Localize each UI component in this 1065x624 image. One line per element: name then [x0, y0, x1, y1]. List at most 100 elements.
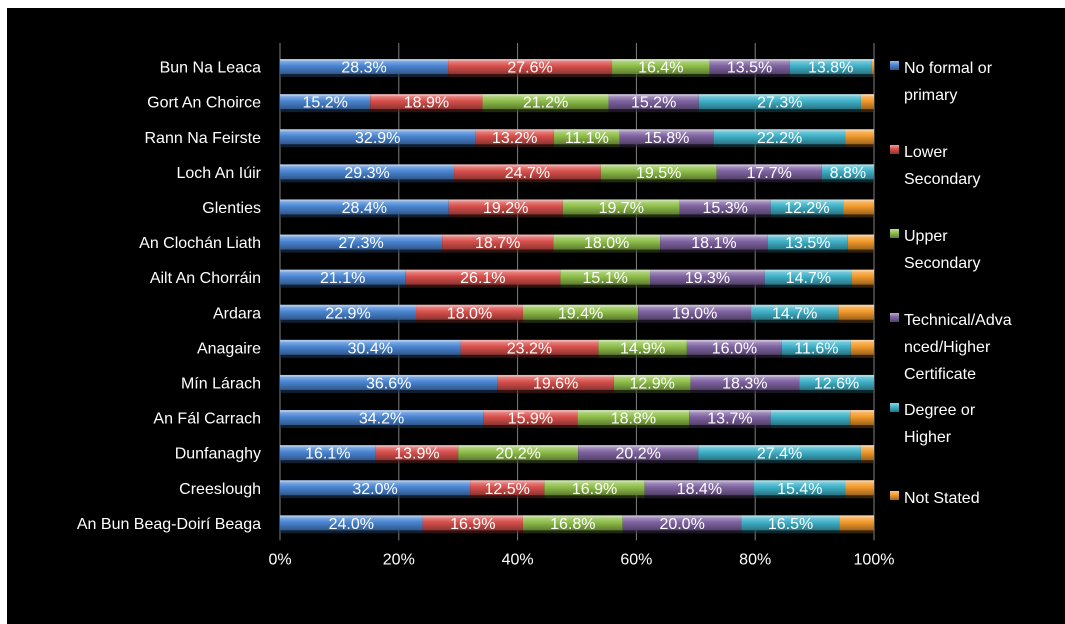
data-label: 19.4% [558, 305, 603, 322]
legend-label: Technical/Adva [904, 312, 1012, 329]
legend-label: No formal or [904, 60, 993, 77]
bar-segment-no-formal-or-primary [280, 304, 417, 323]
data-label: 18.0% [584, 235, 629, 252]
data-label: 16.9% [450, 516, 495, 533]
data-label: 19.2% [483, 200, 528, 217]
data-label: 17.7% [746, 165, 791, 182]
data-label: 27.4% [757, 446, 802, 463]
bar-segment-technical-advanced-higher-certificate [619, 129, 714, 148]
chart-area: 28.3% 27.6% 16.4% 13.5% 13.8% 15.2% 18.9% 21.2%… [7, 8, 1065, 624]
data-label: 11.6% [794, 340, 838, 357]
bar-segment-no-formal-or-primary [280, 374, 498, 393]
bar-segment-technical-advanced-higher-certificate [650, 269, 765, 288]
bar-segment-degree-or-higher [821, 164, 874, 183]
bar-segment-degree-or-higher [789, 59, 872, 78]
bar-segment-not-stated [845, 480, 874, 499]
data-label: 36.6% [366, 375, 411, 392]
page-top-strip [0, 0, 1065, 8]
data-label: 18.3% [722, 375, 767, 392]
data-label: 15.3% [703, 200, 748, 217]
data-label: 32.9% [355, 130, 400, 147]
bar-segment-no-formal-or-primary [280, 480, 471, 499]
bar-segment-degree-or-higher [713, 129, 846, 148]
bar-segment-upper-secondary [482, 94, 609, 113]
bar-segment-no-formal-or-primary [280, 269, 406, 288]
grid-lines [279, 43, 875, 541]
bar-segment-no-formal-or-primary [280, 94, 371, 113]
legend-label: primary [904, 87, 957, 104]
category-label: Mín Lárach [181, 375, 261, 392]
data-label: 14.9% [620, 340, 665, 357]
legend-label: Certificate [904, 366, 976, 383]
category-label: Creeslough [179, 481, 261, 498]
data-label: 18.1% [691, 235, 736, 252]
data-label: 15.4% [777, 481, 822, 498]
data-label: 28.4% [342, 200, 387, 217]
bar-segment-no-formal-or-primary [280, 234, 443, 253]
category-label: Bun Na Leaca [160, 60, 262, 77]
bar-segment-lower-secondary [475, 129, 554, 148]
data-label: 8.8% [830, 165, 866, 182]
data-label: 12.5% [485, 481, 530, 498]
x-tick-label: 80% [739, 551, 771, 568]
category-label: An Fál Carrach [153, 411, 261, 428]
data-label: 22.9% [325, 305, 370, 322]
bar-segment-technical-advanced-higher-certificate [689, 410, 771, 429]
category-label: Glenties [202, 200, 261, 217]
bar-segment-technical-advanced-higher-certificate [709, 59, 790, 78]
legend-label: Secondary [904, 255, 981, 272]
bar-segment-lower-secondary [497, 374, 614, 393]
legend: No formal or primary Lower Secondary Upper Se… [890, 60, 1012, 507]
bar-segment-lower-secondary [470, 480, 545, 499]
bar-segment-lower-secondary [460, 339, 599, 358]
bar-segment-degree-or-higher [770, 199, 844, 218]
bar-segment-upper-secondary [613, 374, 691, 393]
legend-item-degree-or-higher: Degree or Higher [890, 402, 976, 446]
bar-segment-not-stated [843, 199, 874, 218]
bar-segment-technical-advanced-higher-certificate [608, 94, 699, 113]
legend-item-technical-advanced-higher-certificate: Technical/Adva nced/Higher Certificate [890, 312, 1012, 383]
legend-swatch [890, 313, 899, 322]
data-label: 15.2% [302, 95, 347, 112]
bar-segment-no-formal-or-primary [280, 515, 423, 534]
data-label: 11.1% [565, 130, 609, 147]
data-label: 15.8% [644, 130, 689, 147]
bar-segment-not-stated [845, 129, 874, 148]
bar-segment-lower-secondary [416, 304, 523, 323]
legend-label: nced/Higher [904, 339, 991, 356]
data-label: 23.2% [507, 340, 552, 357]
bar-segment-degree-or-higher [741, 515, 840, 534]
data-label: 13.2% [492, 130, 537, 147]
bar-segment-technical-advanced-higher-certificate [578, 445, 699, 464]
bar-segment-lower-secondary [422, 515, 523, 534]
bar-segment-upper-secondary [553, 234, 661, 253]
data-label: 19.0% [672, 305, 717, 322]
data-label: 16.8% [550, 516, 595, 533]
x-axis-tick-labels: 0% 20% 40% 60% 80% 100% [268, 551, 894, 568]
legend-item-upper-secondary: Upper Secondary [890, 228, 981, 272]
bar-segment-no-formal-or-primary [280, 410, 484, 429]
bar-segment-no-formal-or-primary [280, 59, 449, 78]
bar-segment-upper-secondary [560, 269, 651, 288]
bar-segment-degree-or-higher [751, 304, 839, 323]
legend-swatch [890, 229, 899, 238]
stacked-bar-chart: 28.3% 27.6% 16.4% 13.5% 13.8% 15.2% 18.9% 21.2%… [77, 43, 1012, 568]
data-label: 14.7% [786, 270, 831, 287]
bar-segment-not-stated [860, 445, 874, 464]
data-label: 21.1% [320, 270, 365, 287]
x-tick-label: 40% [502, 551, 534, 568]
bar-segment-upper-secondary [612, 59, 710, 78]
data-label: 13.9% [394, 446, 439, 463]
data-label: 18.9% [404, 95, 449, 112]
data-label: 24.7% [505, 165, 550, 182]
legend-swatch [890, 403, 899, 412]
bar-segment-not-stated [871, 59, 874, 78]
data-label: 14.7% [772, 305, 817, 322]
data-label: 30.4% [348, 340, 393, 357]
category-label: Anagaire [197, 340, 261, 357]
bar-segment-degree-or-higher [767, 234, 848, 253]
bar-segment-no-formal-or-primary [280, 339, 461, 358]
data-label: 27.6% [507, 60, 552, 77]
legend-label: Not Stated [904, 490, 980, 507]
data-label: 12.6% [814, 375, 859, 392]
